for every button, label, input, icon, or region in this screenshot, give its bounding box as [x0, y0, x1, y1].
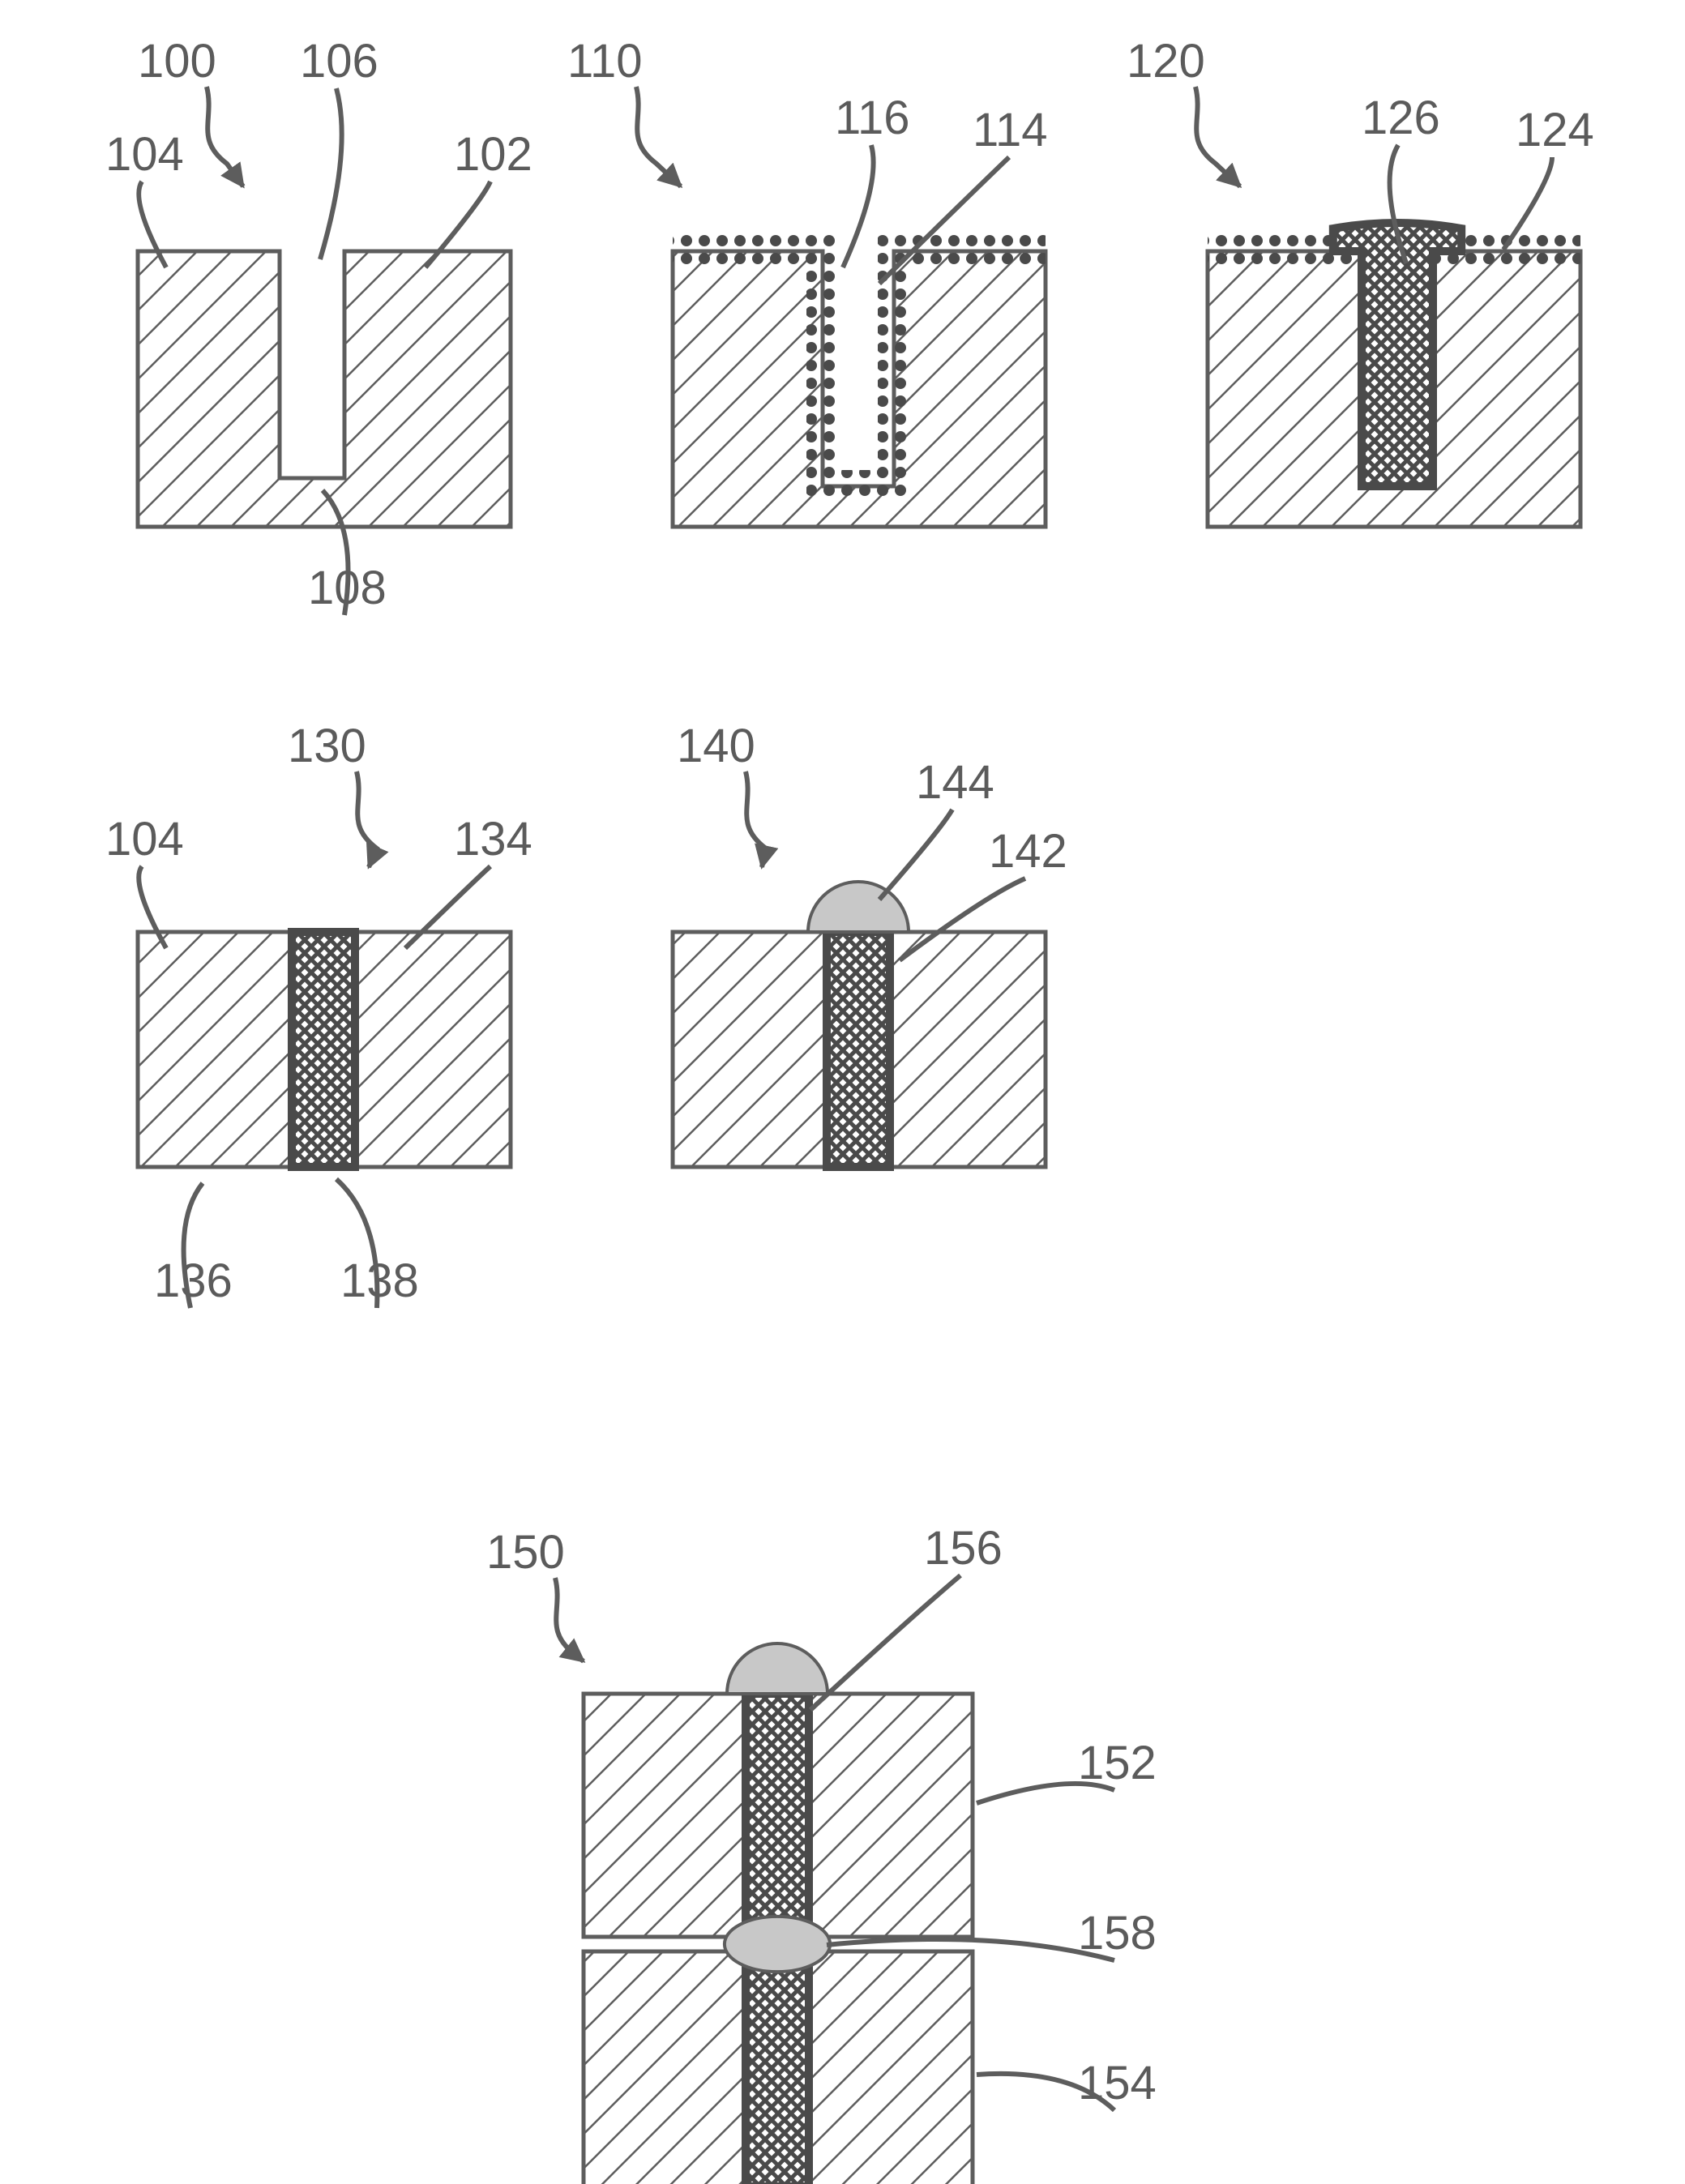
label-142: 142	[989, 825, 1067, 878]
label-100: 100	[138, 35, 216, 88]
label-144: 144	[916, 756, 994, 809]
label-116: 116	[835, 92, 909, 144]
label-104: 104	[105, 813, 184, 865]
label-106: 106	[300, 35, 378, 88]
fig-150-via-top	[746, 1694, 809, 1937]
label-150: 150	[486, 1526, 565, 1579]
label-104: 104	[105, 128, 184, 181]
label-134: 134	[454, 813, 532, 865]
label-156: 156	[924, 1522, 1003, 1575]
label-130: 130	[288, 720, 366, 772]
label-158: 158	[1078, 1907, 1157, 1960]
label-154: 154	[1078, 2057, 1157, 2109]
label-140: 140	[677, 720, 755, 772]
fig-100-substrate	[138, 247, 511, 527]
label-102: 102	[454, 128, 532, 181]
fig-150-via-bot	[746, 1951, 809, 2184]
label-152: 152	[1078, 1737, 1157, 1789]
label-120: 120	[1127, 35, 1205, 88]
label-114: 114	[973, 104, 1047, 156]
label-110: 110	[567, 35, 642, 88]
fig-130-via	[292, 932, 355, 1167]
label-126: 126	[1362, 92, 1440, 144]
label-136: 136	[154, 1254, 233, 1307]
label-138: 138	[340, 1254, 419, 1307]
label-124: 124	[1516, 104, 1594, 156]
fig-140-via	[827, 932, 890, 1167]
